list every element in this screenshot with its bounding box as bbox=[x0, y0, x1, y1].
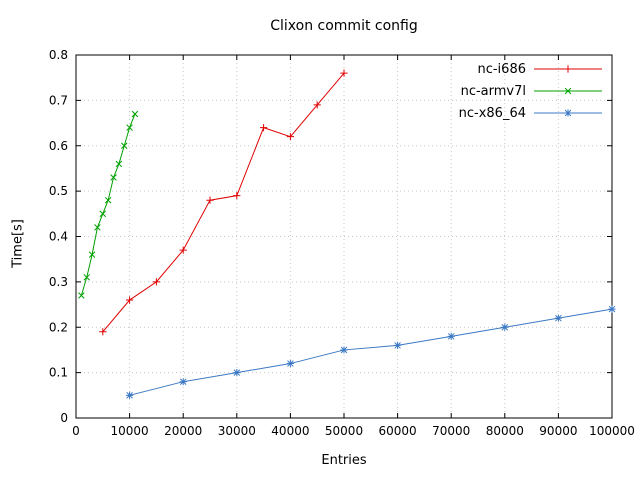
tick-label: 10000 bbox=[111, 424, 149, 438]
ticks: 0 10000 20000 30000 40000 50000 60000 70000 8000… bbox=[49, 48, 635, 438]
marker-plus bbox=[260, 124, 268, 132]
marker-asterisk bbox=[233, 369, 241, 377]
tick-label: 60000 bbox=[379, 424, 417, 438]
tick-label: 0.3 bbox=[49, 275, 68, 289]
tick-label: 80000 bbox=[486, 424, 524, 438]
marker-x bbox=[110, 174, 117, 181]
marker-plus bbox=[206, 196, 214, 204]
marker-plus bbox=[340, 69, 348, 77]
marker-plus bbox=[99, 328, 107, 336]
grid bbox=[75, 54, 613, 419]
marker-x bbox=[120, 142, 128, 150]
marker-x bbox=[131, 110, 139, 118]
marker-plus bbox=[313, 101, 321, 109]
marker-x bbox=[78, 292, 85, 299]
marker-plus bbox=[286, 133, 294, 141]
tick-label: 0.2 bbox=[49, 320, 68, 334]
legend-label-nc-armv7l: nc-armv7l bbox=[461, 84, 526, 99]
marker-asterisk bbox=[286, 359, 294, 368]
tick-label: 0.5 bbox=[49, 184, 68, 198]
series-nc-armv7l bbox=[78, 110, 139, 299]
marker-plus bbox=[126, 296, 134, 304]
tick-label: 70000 bbox=[432, 424, 470, 438]
tick-label: 0 bbox=[60, 411, 68, 425]
tick-label: 0.8 bbox=[49, 48, 68, 62]
tick-label: 90000 bbox=[539, 424, 577, 438]
marker-x bbox=[99, 210, 107, 218]
legend-label-nc-x86_64: nc-x86_64 bbox=[459, 106, 526, 121]
marker-x bbox=[126, 124, 133, 131]
series-nc-i686 bbox=[99, 69, 348, 336]
plot-border bbox=[75, 54, 613, 419]
marker-asterisk bbox=[608, 305, 616, 313]
legend-label-nc-i686: nc-i686 bbox=[477, 62, 526, 77]
tick-label: 0.1 bbox=[49, 366, 68, 380]
marker-plus bbox=[233, 192, 241, 200]
tick-label: 30000 bbox=[218, 424, 256, 438]
tick-label: 40000 bbox=[271, 424, 309, 438]
x-axis-label: Entries bbox=[321, 453, 367, 468]
tick-label: 100000 bbox=[589, 424, 635, 438]
marker-asterisk bbox=[394, 341, 402, 349]
marker-asterisk bbox=[126, 391, 134, 399]
marker-x bbox=[564, 87, 572, 95]
marker-asterisk bbox=[554, 314, 562, 322]
marker-plus bbox=[564, 65, 572, 73]
tick-label: 50000 bbox=[325, 424, 363, 438]
marker-plus bbox=[179, 246, 187, 254]
marker-x bbox=[94, 224, 101, 231]
marker-x bbox=[83, 274, 90, 281]
tick-label: 0.7 bbox=[49, 93, 68, 107]
chart-title: Clixon commit config bbox=[270, 18, 418, 34]
marker-x bbox=[104, 196, 112, 204]
marker-asterisk bbox=[564, 109, 572, 117]
tick-label: 0 bbox=[72, 424, 80, 438]
legend: nc-i686 nc-armv7l nc-x86_64 bbox=[459, 62, 602, 121]
tick-label: 20000 bbox=[164, 424, 202, 438]
marker-asterisk bbox=[179, 378, 187, 386]
tick-label: 0.6 bbox=[49, 139, 68, 153]
series-nc-x86_64 bbox=[126, 305, 616, 399]
marker-asterisk bbox=[340, 346, 348, 354]
marker-plus bbox=[152, 278, 160, 286]
marker-x bbox=[115, 160, 123, 168]
tick-label: 0.4 bbox=[49, 230, 68, 244]
marker-asterisk bbox=[501, 323, 509, 331]
marker-asterisk bbox=[447, 332, 455, 340]
marker-x bbox=[88, 251, 96, 258]
